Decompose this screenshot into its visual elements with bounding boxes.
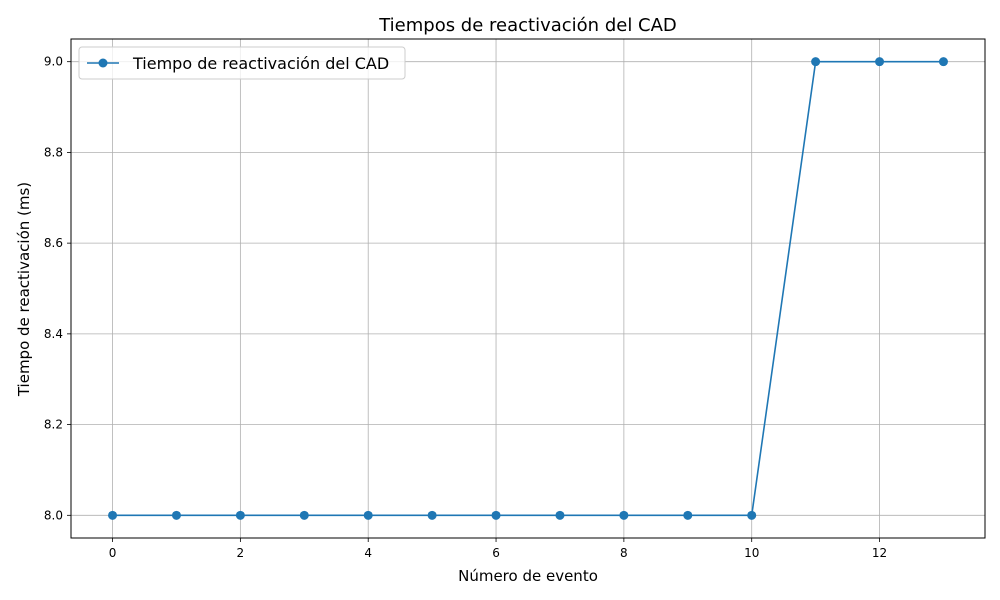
y-tick-label: 8.4 [44, 327, 63, 341]
y-tick-label: 8.8 [44, 145, 63, 159]
chart-title: Tiempos de reactivación del CAD [378, 15, 677, 36]
legend-label: Tiempo de reactivación del CAD [132, 54, 389, 73]
data-point [108, 510, 118, 520]
y-axis-label: Tiempo de reactivación (ms) [15, 182, 33, 397]
x-tick-label: 2 [237, 546, 245, 560]
x-tick-label: 4 [364, 546, 372, 560]
y-tick-label: 8.6 [44, 236, 63, 250]
data-point [747, 510, 757, 520]
data-point [619, 510, 629, 520]
x-tick-label: 8 [620, 546, 628, 560]
data-point [235, 510, 245, 520]
data-point [363, 510, 373, 520]
y-tick-label: 8.2 [44, 418, 63, 432]
y-tick-label: 8.0 [44, 508, 63, 522]
legend-marker-icon [98, 58, 108, 68]
plot-frame [70, 38, 986, 539]
data-point [299, 510, 309, 520]
data-point [938, 57, 948, 67]
x-axis-ticks: 0 2 4 6 8 10 12 [109, 538, 887, 560]
data-point [171, 510, 181, 520]
series-line [112, 60, 944, 517]
x-tick-label: 12 [872, 546, 887, 560]
series-layer [108, 57, 948, 520]
y-axis-ticks: 8.0 8.2 8.4 8.6 8.8 9.0 [44, 55, 71, 522]
data-point [875, 57, 885, 67]
x-tick-label: 6 [492, 546, 500, 560]
legend-box [78, 46, 406, 80]
y-tick-label: 9.0 [44, 55, 63, 69]
data-point [491, 510, 501, 520]
x-tick-label: 0 [109, 546, 117, 560]
x-axis-label: Número de evento [458, 567, 598, 585]
data-point [555, 510, 565, 520]
data-point [811, 57, 821, 67]
x-tick-label: 10 [744, 546, 759, 560]
data-point [683, 510, 693, 520]
legend: Tiempo de reactivación del CAD [78, 46, 406, 80]
data-point [427, 510, 437, 520]
